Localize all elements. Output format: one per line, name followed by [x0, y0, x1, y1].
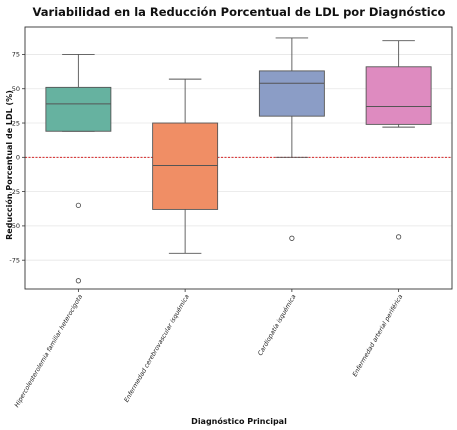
y-axis-title: Reducción Porcentual de LDL (%): [4, 90, 14, 240]
y-tick-label: -25: [9, 188, 20, 196]
outlier-point: [75, 278, 81, 284]
plot-area: -75 -50 -25 0 25 50 75 Hipercolesterolemia fami…: [9, 26, 453, 409]
outlier-point: [75, 202, 81, 208]
y-tick-label: 0: [16, 154, 20, 162]
y-tick-label: -50: [9, 222, 20, 230]
x-category-label: Enfermedad arterial periférica: [351, 293, 405, 378]
plot-frame: [24, 26, 453, 290]
x-category-label: Enfermedad cerebrovascular isquémica: [122, 293, 191, 404]
box-4: [365, 66, 432, 125]
y-tick-label: 25: [12, 119, 20, 127]
chart-title: Variabilidad en la Reducción Porcentual …: [33, 5, 446, 19]
box-3: [258, 70, 325, 117]
x-axis-title: Diagnóstico Principal: [191, 416, 287, 426]
x-category-label: Cardiopatía isquémica: [256, 293, 298, 357]
y-tick-label: 75: [12, 51, 20, 59]
box-1: [45, 86, 112, 132]
outlier-point: [289, 235, 295, 241]
box-2: [152, 122, 219, 210]
x-category-label: Hipercolesterolemia familiar heterocigot…: [13, 293, 85, 409]
y-tick-label: -75: [9, 256, 20, 264]
y-tick-label: 50: [12, 85, 20, 93]
outlier-point: [396, 234, 402, 240]
